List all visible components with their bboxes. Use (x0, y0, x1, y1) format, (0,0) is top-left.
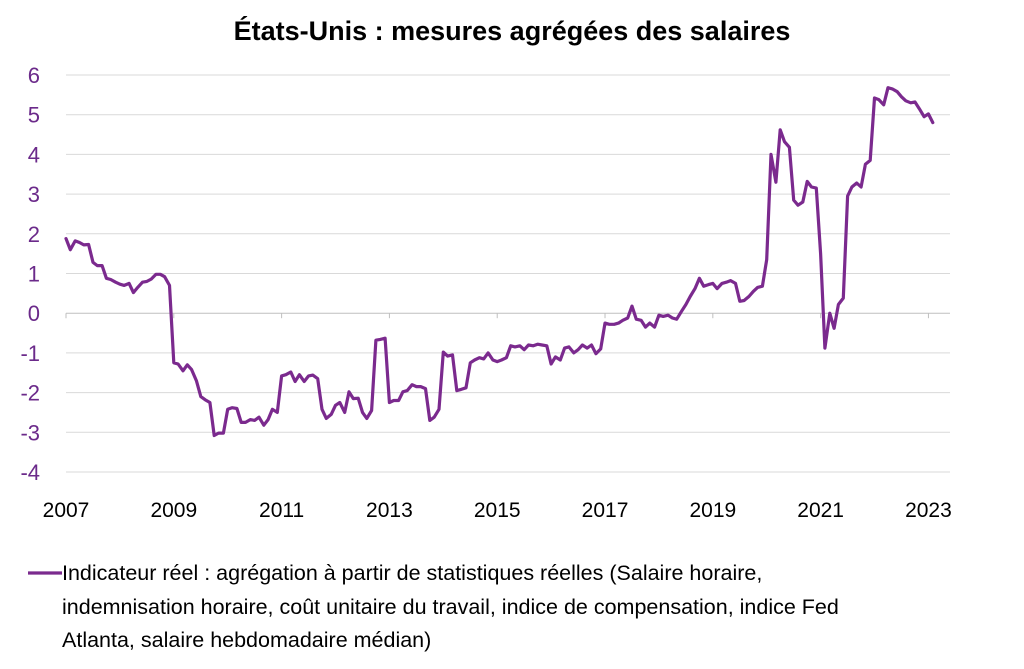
x-tick-label: 2009 (150, 499, 197, 522)
legend-text-line: indemnisation horaire, coût unitaire du … (62, 595, 839, 619)
y-tick-label: 5 (28, 103, 40, 128)
x-tick-label: 2023 (905, 499, 952, 522)
legend-text-line: Indicateur réel : agrégation à partir de… (62, 561, 762, 585)
x-tick-label: 2015 (474, 499, 521, 522)
y-tick-label: -3 (20, 420, 40, 445)
series-line (64, 86, 935, 438)
y-tick-label: 3 (28, 182, 40, 207)
x-tick-label: 2021 (797, 499, 844, 522)
legend: Indicateur réel : agrégation à partir de… (28, 561, 839, 652)
x-tick-label: 2017 (582, 499, 629, 522)
x-tick-label: 2013 (366, 499, 413, 522)
y-tick-label: 2 (28, 222, 40, 247)
y-tick-label: 0 (28, 301, 40, 326)
legend-text-line: Atlanta, salaire hebdomadaire médian) (62, 628, 431, 652)
series-layer (64, 86, 935, 438)
y-tick-label: 6 (28, 63, 40, 88)
x-tick-label: 2011 (259, 499, 304, 522)
x-tick-label: 2019 (689, 499, 736, 522)
y-axis: 6 5 4 3 2 1 0 -1 -2 -3 -4 (20, 63, 40, 485)
y-tick-label: 4 (28, 142, 40, 167)
y-tick-label: -1 (20, 341, 40, 366)
y-tick-label: -4 (20, 460, 40, 485)
gridlines (66, 74, 950, 473)
y-tick-label: -2 (20, 381, 40, 406)
y-tick-label: 1 (28, 262, 40, 287)
x-tick-label: 2007 (43, 499, 90, 522)
x-axis: 2007 2009 2011 2013 2015 2017 2019 2021 2023 (43, 312, 952, 522)
chart-title: États-Unis : mesures agrégées des salair… (234, 15, 791, 46)
